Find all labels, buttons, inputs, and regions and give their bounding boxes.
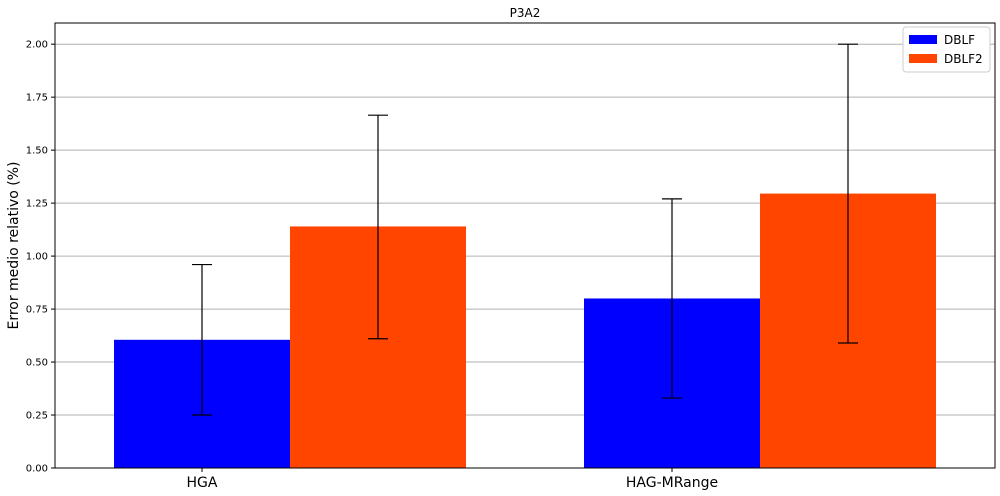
y-tick-label: 0.50: [26, 358, 48, 369]
y-tick-label: 0.00: [26, 464, 48, 475]
error-bars-group: [192, 43, 858, 416]
chart-title: P3A2: [510, 6, 541, 20]
x-tick-label: HGA: [187, 475, 218, 491]
legend-swatch: [909, 54, 937, 63]
y-tick-label: 0.25: [26, 411, 48, 422]
y-tick-label: 2.00: [26, 40, 48, 51]
x-axis-ticks: HGA HAG-MRange: [187, 468, 718, 491]
y-tick-label: 1.00: [26, 252, 48, 263]
x-tick-label: HAG-MRange: [626, 475, 718, 491]
y-axis-ticks: 0.00 0.25 0.50 0.75 1.00 1.25 1.50 1.75 2.00: [26, 40, 55, 475]
y-tick-label: 0.75: [26, 305, 48, 316]
y-tick-label: 1.25: [26, 199, 48, 210]
bars-group: [114, 193, 936, 469]
y-tick-label: 1.75: [26, 93, 48, 104]
legend: DBLF DBLF2: [902, 26, 991, 73]
legend-swatch: [909, 35, 937, 44]
y-tick-label: 1.50: [26, 146, 48, 157]
legend-label: DBLF2: [944, 52, 983, 66]
y-axis-label: Error medio relativo (%): [6, 161, 22, 329]
plot-frame: [54, 22, 996, 469]
legend-label: DBLF: [944, 33, 975, 47]
